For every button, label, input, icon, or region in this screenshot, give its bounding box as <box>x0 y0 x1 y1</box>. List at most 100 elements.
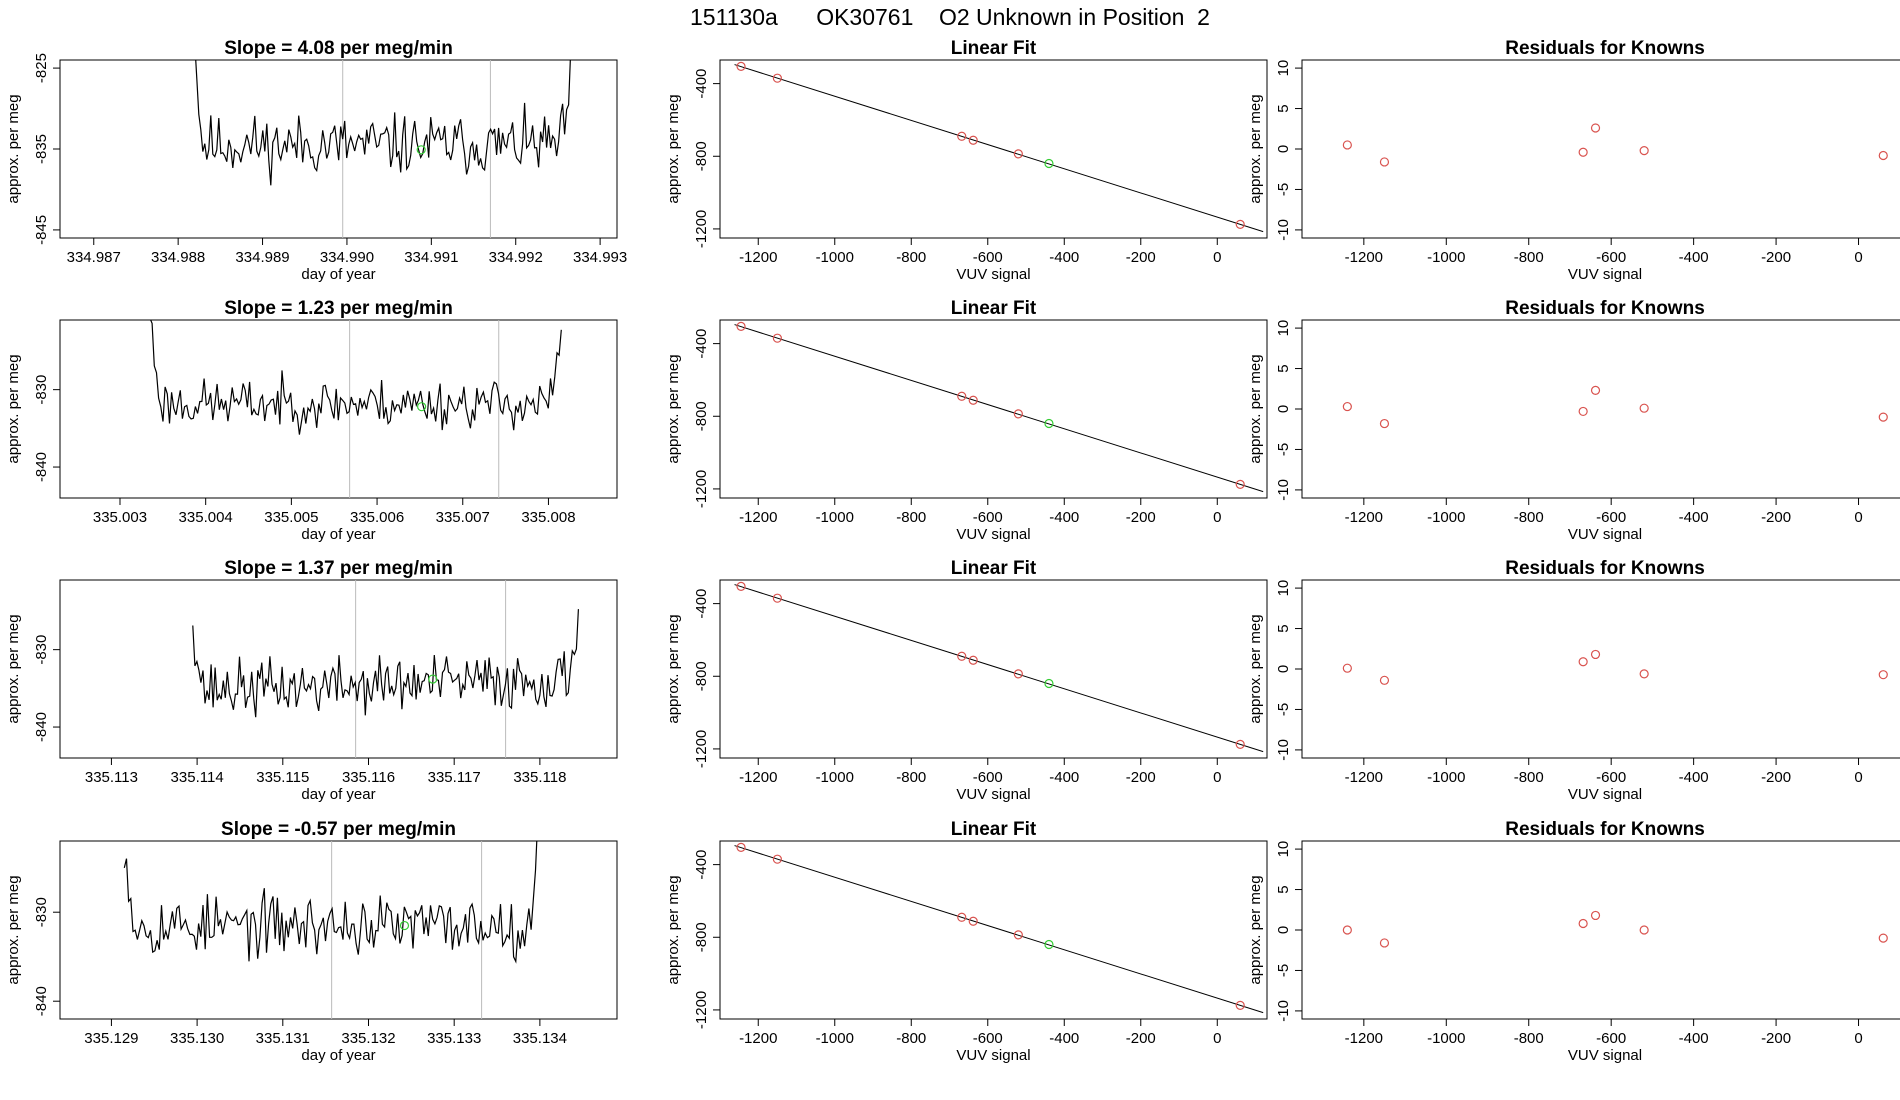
known-point <box>1235 1000 1245 1010</box>
residual-point <box>1578 147 1588 157</box>
x-tick-label: -1200 <box>739 769 777 786</box>
y-tick-label: -5 <box>1275 183 1292 196</box>
y-tick-label: 5 <box>1275 104 1292 112</box>
x-tick-label: -1200 <box>739 509 777 526</box>
y-tick-label: -835 <box>33 134 50 164</box>
residual-point <box>1379 938 1390 948</box>
residual-point <box>1379 675 1390 685</box>
plot-frame <box>719 59 1268 239</box>
plot-area <box>734 842 1264 1014</box>
x-axis-label: VUV signal <box>1568 266 1642 283</box>
y-axis-label: approx. per meg <box>665 614 682 723</box>
known-point <box>772 593 782 603</box>
x-tick-label: 334.987 <box>67 249 121 266</box>
chart-title: Linear Fit <box>951 819 1037 840</box>
x-tick-label: 0 <box>1213 769 1221 786</box>
x-tick-label: -200 <box>1761 509 1791 526</box>
y-tick-label: -800 <box>693 661 710 691</box>
y-tick-label: -5 <box>1275 964 1292 977</box>
panel-residuals-1: Residuals for Knowns-1200 -1000 -800 -600 -4… <box>1247 298 1900 543</box>
x-tick-label: 334.993 <box>573 249 627 266</box>
panel-residuals-0: Residuals for Knowns-1200 -1000 -800 -600 -4… <box>1247 38 1900 283</box>
y-axis-label: approx. per meg <box>5 875 22 984</box>
fit-line <box>734 324 1264 493</box>
plot-area <box>1342 385 1888 429</box>
y-axis-label: approx. per meg <box>5 354 22 463</box>
residual-point <box>1639 925 1649 935</box>
x-tick-label: 334.991 <box>404 249 458 266</box>
plot-frame <box>1301 319 1900 499</box>
x-tick-label: -200 <box>1126 1030 1156 1047</box>
plot-frame <box>59 59 618 239</box>
x-tick-label: -1000 <box>816 769 854 786</box>
y-tick-label: -400 <box>693 850 710 880</box>
x-tick-label: 335.130 <box>170 1030 224 1047</box>
residual-point <box>1590 649 1601 660</box>
residual-point <box>1590 385 1601 395</box>
figure-title: 151130a OK30761 O2 Unknown in Position 2 <box>690 4 1210 30</box>
x-tick-label: -800 <box>1514 1030 1544 1047</box>
x-tick-label: 335.131 <box>256 1030 310 1047</box>
y-tick-label: -840 <box>33 452 50 482</box>
y-tick-label: -10 <box>1275 479 1292 501</box>
panel-linear_fit-1: Linear Fit -1200 -1000 -800 -600 -400 -200 0 -40… <box>665 298 1268 543</box>
x-tick-label: 335.005 <box>264 509 318 526</box>
x-tick-label: 335.003 <box>93 509 147 526</box>
y-tick-label: -400 <box>693 329 710 359</box>
plot-area <box>734 61 1264 233</box>
x-tick-label: 0 <box>1854 509 1862 526</box>
y-tick-label: 0 <box>1275 405 1292 413</box>
known-point <box>1013 409 1023 419</box>
residual-point <box>1878 150 1888 161</box>
x-tick-label: -400 <box>1679 509 1709 526</box>
plot-area <box>1342 910 1888 948</box>
x-tick-label: -400 <box>1049 249 1079 266</box>
known-point <box>968 655 978 665</box>
x-tick-label: -800 <box>1514 509 1544 526</box>
x-tick-label: -800 <box>896 1030 926 1047</box>
x-tick-label: -600 <box>1596 769 1626 786</box>
x-tick-label: 335.008 <box>521 509 575 526</box>
y-tick-label: -840 <box>33 712 50 742</box>
y-tick-label: -5 <box>1275 703 1292 716</box>
plot-frame <box>59 319 618 499</box>
x-tick-label: 335.134 <box>513 1030 567 1047</box>
y-tick-label: -845 <box>33 215 50 245</box>
x-tick-label: -200 <box>1126 769 1156 786</box>
known-point <box>957 391 967 401</box>
residual-point <box>1590 123 1601 133</box>
residual-point <box>1342 663 1352 673</box>
y-tick-label: 5 <box>1275 885 1292 893</box>
x-tick-label: -400 <box>1679 1030 1709 1047</box>
residual-point <box>1578 406 1588 417</box>
x-tick-label: -1000 <box>816 509 854 526</box>
y-axis-label: approx. per meg <box>1247 614 1264 723</box>
x-tick-label: -1000 <box>816 249 854 266</box>
panel-residuals-3: Residuals for Knowns-1200 -1000 -800 -600 -4… <box>1247 819 1900 1064</box>
x-tick-label: -800 <box>896 249 926 266</box>
y-tick-label: -830 <box>33 897 50 927</box>
x-tick-label: 335.118 <box>513 769 566 786</box>
residual-point <box>1342 140 1352 150</box>
known-point <box>736 61 746 71</box>
x-tick-label: -1200 <box>1345 249 1383 266</box>
y-tick-label: 10 <box>1275 320 1292 337</box>
plot-frame <box>719 319 1268 499</box>
plot-area <box>195 60 571 238</box>
panel-linear_fit-3: Linear Fit -1200 -1000 -800 -600 -400 -200 0 -40… <box>665 819 1268 1064</box>
known-point <box>772 73 782 83</box>
y-tick-label: -400 <box>693 69 710 99</box>
known-point <box>957 912 967 922</box>
unknown-marker <box>399 920 410 931</box>
plot-area <box>734 321 1264 493</box>
data-trace-line <box>192 609 579 718</box>
residual-point <box>1578 657 1588 667</box>
y-tick-label: -840 <box>33 986 50 1016</box>
chart-title: Slope = 4.08 per meg/min <box>224 38 453 59</box>
x-tick-label: 334.990 <box>320 249 374 266</box>
x-tick-label: -400 <box>1049 509 1079 526</box>
panel-trace-0: Slope = 4.08 per meg/min 334.987 334.988 33… <box>5 38 627 283</box>
residual-point <box>1342 401 1352 412</box>
x-tick-label: -1200 <box>1345 769 1383 786</box>
x-tick-label: 0 <box>1213 249 1221 266</box>
